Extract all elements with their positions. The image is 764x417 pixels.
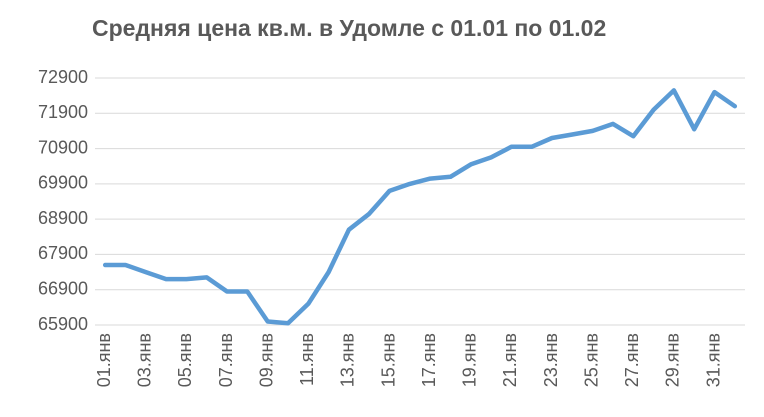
x-tick-label: 17.янв [419,333,439,387]
x-tick-label: 25.янв [581,333,601,387]
x-tick-label: 23.янв [541,333,561,387]
x-tick-label: 01.янв [94,333,114,387]
y-tick-label: 65900 [38,314,88,334]
x-tick-label: 19.янв [460,333,480,387]
y-tick-label: 69900 [38,173,88,193]
y-tick-label: 67900 [38,243,88,263]
x-tick-label: 03.янв [135,333,155,387]
y-tick-label: 70900 [38,137,88,157]
y-tick-label: 72900 [38,67,88,87]
x-tick-label: 07.янв [216,333,236,387]
x-tick-label: 27.янв [622,333,642,387]
y-tick-label: 68900 [38,208,88,228]
x-tick-label: 15.янв [378,333,398,387]
chart-title: Средняя цена кв.м. в Удомле с 01.01 по 0… [92,15,606,41]
x-tick-label: 11.янв [297,333,317,386]
data-line [102,88,738,326]
y-tick-label: 71900 [38,102,88,122]
x-tick-label: 05.янв [175,333,195,387]
x-tick-label: 09.янв [256,333,276,387]
x-tick-label: 31.янв [703,333,723,387]
y-tick-label: 66900 [38,278,88,298]
x-tick-label: 29.янв [663,333,683,387]
x-tick-label: 13.янв [338,333,358,387]
x-tick-label: 21.янв [500,333,520,387]
